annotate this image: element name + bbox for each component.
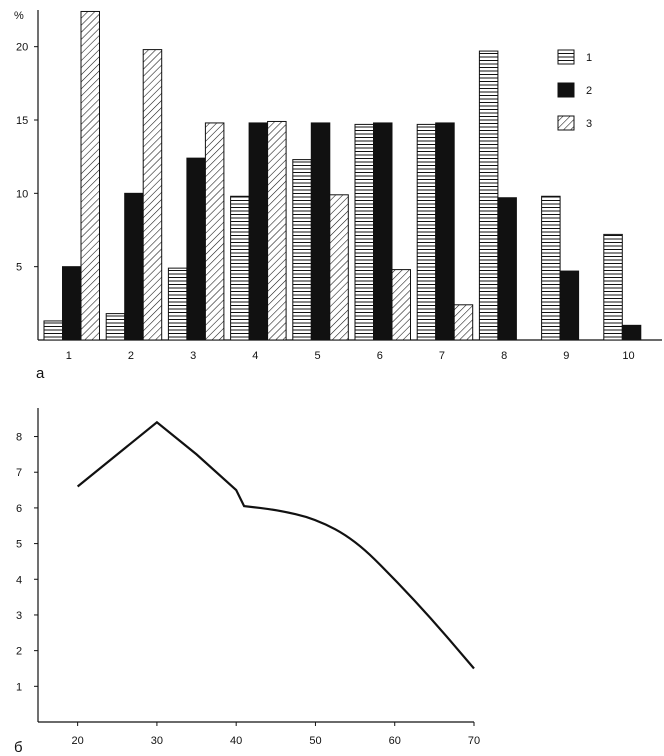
bar-x-tick-label: 8: [501, 350, 507, 362]
line-y-tick-label: 8: [16, 432, 22, 444]
bar: [80, 10, 100, 341]
bar-y-tick-label: 5: [16, 262, 22, 274]
bar-x-tick-label: 2: [128, 350, 134, 362]
panel-label-a: а: [36, 365, 45, 382]
legend-label: 2: [586, 85, 592, 97]
bar: [478, 50, 499, 341]
bar-legend: 1 2 3: [557, 49, 592, 131]
bar: [248, 122, 269, 341]
panel-label-b: б: [14, 739, 23, 756]
bar-y-tick-label: 20: [16, 42, 28, 54]
bar-x-tick-label: 7: [439, 350, 445, 362]
bar: [559, 270, 580, 341]
bar: [373, 122, 393, 341]
line-y-tick-label: 4: [16, 574, 22, 586]
bar: [43, 320, 63, 341]
bar: [354, 123, 374, 341]
line-y-tick-label: 1: [16, 681, 22, 693]
line-x-tick-label: 50: [309, 735, 321, 747]
line-x-tick-label: 40: [230, 735, 242, 747]
legend-label: 1: [586, 52, 592, 64]
series-line: [76, 420, 475, 670]
line-x-tick-label: 30: [151, 735, 163, 747]
line-y-tick-label: 3: [16, 610, 22, 622]
bar: [416, 123, 437, 341]
bar: [603, 233, 623, 341]
line-y-tick-label: 5: [16, 539, 22, 551]
bar: [142, 49, 163, 341]
line-y-tick-label: 7: [16, 467, 22, 479]
bar: [292, 159, 312, 341]
bar-x-tick-label: 5: [314, 350, 320, 362]
bar: [105, 313, 126, 341]
bar-y-ticks: 5 10 15 20: [16, 42, 38, 274]
bar: [186, 157, 206, 341]
bar: [541, 195, 561, 341]
bar-y-tick-label: 10: [16, 188, 28, 200]
legend-swatch: [557, 49, 575, 65]
bar-x-tick-label: 1: [66, 350, 72, 362]
bar: [391, 269, 411, 341]
bar: [62, 266, 82, 341]
bar: [453, 304, 474, 341]
bar-x-tick-label: 4: [252, 350, 258, 362]
bar: [310, 122, 331, 341]
line-x-tick-label: 70: [468, 735, 480, 747]
bar-y-unit: %: [14, 10, 24, 22]
bar: [267, 120, 287, 341]
bar-x-tick-label: 3: [190, 350, 196, 362]
bar: [435, 122, 455, 341]
bar: [621, 324, 642, 341]
legend-swatch: [557, 82, 575, 98]
bar-x-ticks: 1 2 3 4 5 6 7 8 9 10: [66, 350, 635, 362]
legend-label: 3: [586, 118, 592, 130]
line-y-tick-label: 6: [16, 503, 22, 515]
legend-swatch: [557, 115, 575, 131]
line-x-tick-label: 20: [72, 735, 84, 747]
bar-series-group: [43, 10, 642, 341]
bar-chart-panel: % 5 10 15 20 1 2 3 4 5 6 7 8 9 10 1 2 3 а: [14, 10, 662, 382]
bar-x-tick-label: 9: [563, 350, 569, 362]
line-x-tick-label: 60: [389, 735, 401, 747]
bar: [204, 122, 225, 341]
line-x-ticks: 20 30 40 50 60 70: [72, 722, 480, 747]
line-y-tick-label: 2: [16, 646, 22, 658]
bar-y-tick-label: 15: [16, 115, 28, 127]
bar: [167, 267, 188, 341]
line-chart-panel: 1 2 3 4 5 6 7 8 20 30 40 50 60 70 б: [14, 408, 480, 756]
bar-x-tick-label: 6: [377, 350, 383, 362]
line-y-ticks: 1 2 3 4 5 6 7 8: [16, 432, 38, 693]
bar: [329, 194, 349, 341]
bar: [230, 195, 250, 341]
bar-x-tick-label: 10: [622, 350, 634, 362]
bar: [124, 192, 144, 341]
bar: [497, 197, 517, 341]
